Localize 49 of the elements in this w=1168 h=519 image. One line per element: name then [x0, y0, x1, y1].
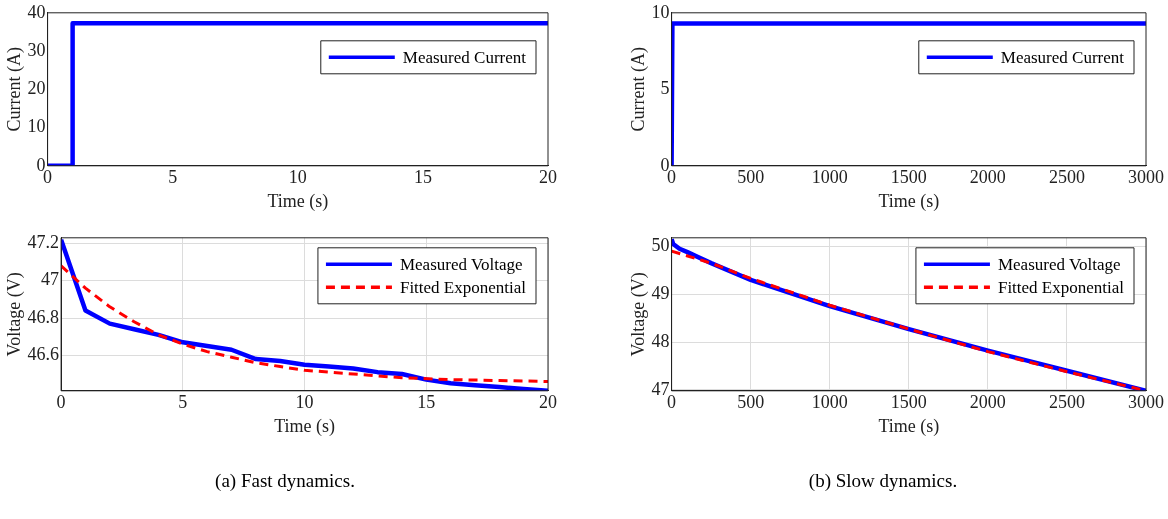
y-tick-label: 30: [27, 39, 46, 60]
x-tick-label: 1500: [890, 167, 927, 188]
y-axis-title: Current (A): [627, 47, 649, 132]
y-axis-title: Current (A): [3, 47, 25, 132]
y-tick-label: 20: [27, 78, 46, 99]
x-axis-title: Time (s): [878, 190, 940, 212]
y-tick-label: 10: [651, 1, 670, 22]
legend-label: Measured Current: [1000, 47, 1125, 67]
x-axis-title: Time (s): [267, 190, 329, 212]
x-axis-title: Time (s): [878, 415, 940, 437]
x-tick-label: 5: [178, 392, 188, 413]
x-tick-label: 1000: [811, 167, 848, 188]
x-tick-label: 3000: [1128, 167, 1164, 188]
x-tick-label: 2500: [1048, 392, 1085, 413]
legend-label: Measured Current: [402, 47, 527, 67]
x-tick-label: 1500: [890, 392, 927, 413]
text: (b) Slow dynamics.: [807, 470, 959, 492]
legend-label: Measured Voltage: [399, 254, 523, 274]
y-tick-label: 47.2: [27, 232, 60, 253]
x-tick-label: 500: [737, 167, 765, 188]
y-axis-title: Voltage (V): [3, 272, 25, 357]
x-tick-label: 2000: [969, 167, 1006, 188]
x-tick-label: 2500: [1048, 167, 1085, 188]
y-tick-label: 50: [651, 235, 670, 256]
y-tick-label: 40: [27, 1, 46, 22]
y-tick-label: 5: [660, 78, 670, 99]
y-tick-label: 46.6: [27, 344, 60, 365]
y-axis-title: Voltage (V): [627, 272, 649, 357]
y-tick-label: 46.8: [27, 306, 60, 327]
x-tick-label: 3000: [1128, 392, 1164, 413]
y-tick-label: 48: [651, 330, 670, 351]
y-tick-label: 49: [651, 282, 670, 303]
legend-label: Fitted Exponential: [399, 277, 527, 297]
x-tick-label: 1000: [811, 392, 848, 413]
x-tick-label: 20: [539, 167, 557, 188]
y-tick-label: 47: [41, 269, 60, 290]
x-tick-label: 15: [417, 392, 436, 413]
x-axis-title: Time (s): [274, 415, 335, 437]
y-tick-label: 10: [27, 116, 46, 137]
x-tick-label: 5: [168, 167, 178, 188]
legend-label: Fitted Exponential: [997, 277, 1125, 297]
x-tick-label: 10: [288, 167, 307, 188]
x-tick-label: 20: [539, 392, 557, 413]
legend-label: Measured Voltage: [997, 254, 1121, 274]
x-tick-label: 2000: [969, 392, 1006, 413]
x-tick-label: 15: [413, 167, 432, 188]
text: (a) Fast dynamics.: [214, 470, 356, 492]
x-tick-label: 500: [737, 392, 765, 413]
x-tick-label: 10: [295, 392, 314, 413]
